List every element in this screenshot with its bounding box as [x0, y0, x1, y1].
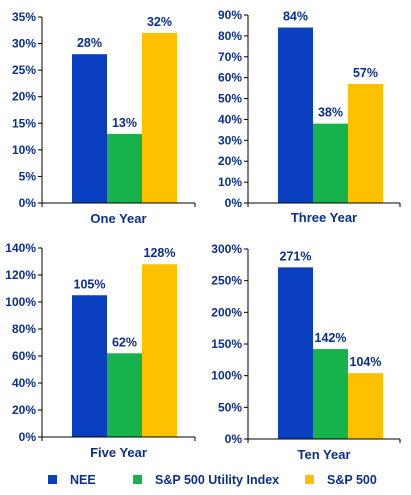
y-tick-label: 90%	[218, 8, 242, 22]
bar	[278, 267, 313, 439]
y-tick-label: 120%	[5, 268, 36, 282]
bar	[348, 373, 383, 439]
y-tick-label: 0%	[19, 430, 37, 444]
bar	[72, 295, 107, 437]
y-tick-label: 40%	[218, 112, 242, 126]
y-tick-label: 20%	[12, 403, 36, 417]
y-tick-label: 50%	[218, 92, 242, 106]
bar	[142, 264, 177, 437]
bar	[107, 353, 142, 437]
y-tick-label: 70%	[218, 50, 242, 64]
y-tick-label: 80%	[218, 29, 242, 43]
legend-label: NEE	[70, 473, 96, 487]
y-tick-label: 60%	[218, 71, 242, 85]
data-label: 271%	[280, 249, 312, 263]
y-tick-label: 15%	[12, 116, 36, 130]
data-label: 104%	[350, 355, 382, 369]
data-label: 32%	[147, 15, 172, 29]
data-label: 105%	[74, 277, 106, 291]
chart-panel-3: 105% 62% 128% 0% 20% 40% 60% 80% 100% 120% 140% Fiv…	[5, 241, 196, 460]
data-label: 84%	[283, 10, 308, 24]
bar	[348, 83, 383, 203]
chart-panel-1: 28% 13% 32% 0% 5% 10% 15% 20% 25% 30% 35% One Year	[12, 10, 196, 226]
y-tick-label: 30%	[12, 37, 36, 51]
y-tick-label: 50%	[218, 400, 242, 414]
data-label: 128%	[144, 246, 176, 260]
bar	[72, 54, 107, 204]
y-tick-label: 300%	[211, 242, 242, 256]
bar	[142, 32, 177, 203]
y-tick-label: 100%	[211, 369, 242, 383]
y-tick-label: 200%	[211, 305, 242, 319]
chart-panels: 28% 13% 32% 0% 5% 10% 15% 20% 25% 30% 35% One Year 8…	[5, 8, 401, 462]
y-tick-label: 0%	[19, 196, 37, 210]
y-tick-label: 10%	[12, 143, 36, 157]
data-label: 13%	[112, 116, 137, 130]
y-tick-label: 10%	[218, 175, 242, 189]
legend-label: S&P 500	[327, 473, 377, 487]
y-tick-label: 100%	[5, 295, 36, 309]
legend-swatch	[133, 475, 142, 484]
legend-item: S&P 500 Utility Index	[133, 473, 279, 487]
y-tick-label: 80%	[12, 322, 36, 336]
legend-label: S&P 500 Utility Index	[155, 473, 279, 487]
y-tick-label: 5%	[19, 169, 37, 183]
y-tick-label: 20%	[218, 154, 242, 168]
data-label: 142%	[315, 331, 347, 345]
y-tick-label: 250%	[211, 274, 242, 288]
data-label: 38%	[318, 106, 343, 120]
data-label: 62%	[112, 335, 137, 349]
bar	[313, 123, 348, 203]
y-tick-label: 60%	[12, 349, 36, 363]
y-tick-label: 150%	[211, 337, 242, 351]
chart-title: One Year	[90, 211, 146, 226]
legend-item: NEE	[48, 473, 96, 487]
legend-swatch	[48, 475, 57, 484]
bar	[313, 349, 348, 439]
y-tick-label: 35%	[12, 10, 36, 24]
chart-title: Ten Year	[298, 447, 351, 462]
bar	[107, 133, 142, 203]
chart-title: Three Year	[291, 210, 357, 225]
legend-swatch	[305, 475, 314, 484]
data-label: 28%	[77, 36, 102, 50]
y-tick-label: 0%	[225, 432, 243, 446]
chart-panel-2: 84% 38% 57% 0% 10% 20% 30% 40% 50% 60% 70% 80% 90% Th…	[218, 8, 401, 225]
chart-panel-4: 271% 142%104% 0% 50% 100% 150% 200% 250% 300% Ten…	[211, 242, 401, 462]
y-tick-label: 140%	[5, 241, 36, 255]
y-tick-label: 0%	[225, 196, 243, 210]
y-tick-label: 25%	[12, 63, 36, 77]
legend-item: S&P 500	[305, 473, 377, 487]
y-tick-label: 40%	[12, 376, 36, 390]
chart-legend: NEE S&P 500 Utility Index S&P 500	[48, 473, 377, 487]
data-label: 57%	[353, 66, 378, 80]
bar	[278, 27, 313, 204]
chart-title: Five Year	[90, 445, 147, 460]
y-tick-label: 20%	[12, 90, 36, 104]
y-tick-label: 30%	[218, 133, 242, 147]
